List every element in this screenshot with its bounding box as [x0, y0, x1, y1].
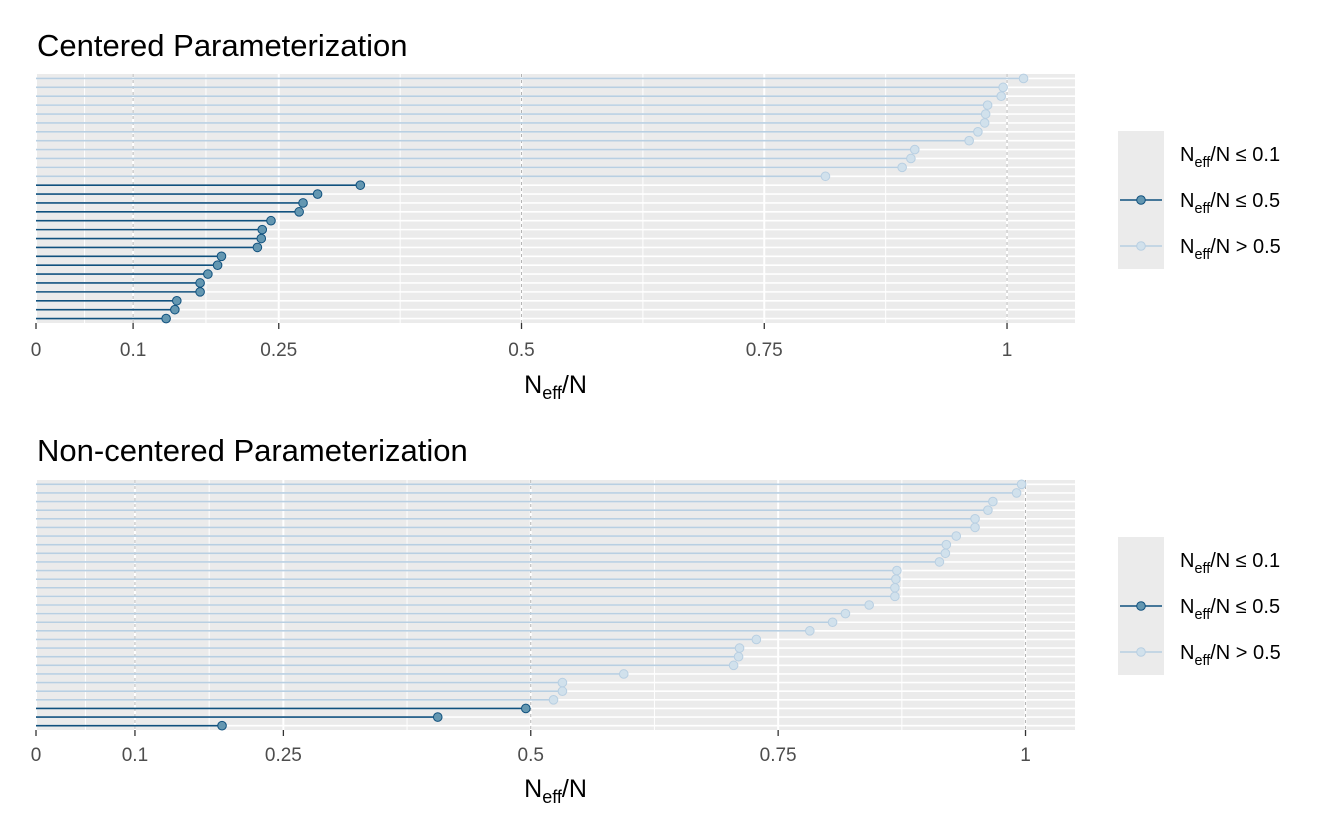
lollipop-point [805, 626, 815, 636]
lollipop-point [840, 608, 851, 619]
lollipop-point [998, 82, 1008, 93]
lollipop-point [909, 144, 920, 155]
x-tick-label: 0 [31, 340, 42, 361]
x-tick-label: 0.1 [122, 745, 148, 766]
lollipop-point [252, 242, 263, 253]
legend-label: Neff/N ≤ 0.1 [1180, 550, 1280, 577]
legend-key-point [1136, 647, 1146, 657]
lollipop-point [970, 522, 980, 533]
lollipop-point [312, 189, 323, 199]
lollipop-point [934, 557, 945, 567]
lollipop-point [1016, 479, 1027, 490]
lollipop-point [906, 153, 916, 164]
lollipop-point [827, 617, 838, 628]
lollipop-point [557, 686, 568, 697]
lollipop-point [897, 162, 907, 173]
x-tick-label: 1 [1020, 745, 1031, 766]
lollipop-point [970, 513, 980, 524]
lollipop-point [892, 565, 902, 576]
lollipop-point [212, 260, 223, 270]
lollipop-point [195, 287, 205, 297]
lollipop-point [171, 295, 182, 306]
x-axis-title: Neff/N [524, 371, 587, 403]
lollipop-point [557, 677, 568, 688]
lollipop-point [216, 251, 227, 262]
legend-label: Neff/N > 0.5 [1180, 236, 1281, 263]
x-tick-label: 0.25 [260, 340, 297, 361]
legend-label: Neff/N ≤ 0.5 [1180, 190, 1280, 217]
lollipop-point [890, 582, 900, 593]
lollipop-point [951, 531, 962, 541]
lollipop-point [973, 127, 983, 137]
lollipop-point [170, 304, 180, 315]
lollipop-point [979, 118, 990, 128]
lollipop-point [432, 712, 443, 722]
lollipop-point [257, 224, 268, 235]
lollipop-point [734, 643, 745, 653]
lollipop-point [820, 171, 831, 182]
x-tick-label: 0.5 [518, 745, 544, 766]
legend-label: Neff/N > 0.5 [1180, 642, 1281, 669]
lollipop-point [996, 91, 1007, 102]
lollipop-point [548, 695, 559, 705]
legend-key-point [1136, 601, 1146, 611]
lollipop-point [298, 198, 308, 208]
lollipop-point [294, 207, 304, 217]
legend-key-point [1136, 195, 1146, 205]
lollipop-point [982, 100, 993, 110]
lollipop-point [161, 313, 171, 324]
lollipop-point [217, 720, 227, 731]
lollipop-point [195, 278, 205, 288]
lollipop-point [1018, 73, 1029, 84]
lollipop-point [864, 600, 874, 610]
x-tick-label: 0 [31, 745, 42, 766]
x-tick-label: 0.75 [746, 340, 783, 361]
x-tick-label: 0.5 [508, 340, 534, 361]
lollipop-point [203, 269, 213, 279]
legend: Neff/N ≤ 0.1 Neff/N ≤ 0.5 Neff/N > 0.5 [1118, 537, 1281, 675]
x-tick-label: 0.25 [265, 745, 302, 766]
lollipop-point [890, 591, 900, 602]
lollipop-point [891, 574, 901, 584]
panel-background [36, 74, 1075, 323]
x-tick-label: 1 [1002, 340, 1013, 361]
x-tick-label: 0.75 [760, 745, 797, 766]
chart-panel-1: Centered Parameterization 0 0.1 0.25 0.5 0.75… [31, 28, 1281, 403]
lollipop-point [521, 703, 531, 714]
legend: Neff/N ≤ 0.1 Neff/N ≤ 0.5 Neff/N > 0.5 [1118, 131, 1281, 269]
lollipop-point [1011, 488, 1022, 498]
lollipop-point [733, 651, 744, 662]
legend-key-point [1136, 241, 1146, 251]
legend-label: Neff/N ≤ 0.1 [1180, 144, 1280, 171]
lollipop-point [751, 634, 762, 645]
chart-title: Non-centered Parameterization [37, 433, 468, 468]
chart-title: Centered Parameterization [37, 28, 407, 63]
lollipop-point [983, 505, 993, 515]
lollipop-point [964, 135, 974, 146]
lollipop-point [618, 669, 629, 679]
lollipop-point [941, 539, 952, 550]
lollipop-point [988, 496, 998, 507]
lollipop-point [266, 215, 276, 226]
x-tick-label: 0.1 [120, 340, 146, 361]
lollipop-point [355, 180, 366, 190]
lollipop-point [728, 660, 739, 671]
lollipop-point [980, 109, 991, 119]
chart-panel-2: Non-centered Parameterization 0 0.1 0.25 0.5… [31, 433, 1281, 807]
lollipop-point [940, 548, 951, 559]
x-axis-title: Neff/N [524, 775, 587, 807]
lollipop-point [256, 233, 267, 244]
legend-label: Neff/N ≤ 0.5 [1180, 596, 1280, 623]
